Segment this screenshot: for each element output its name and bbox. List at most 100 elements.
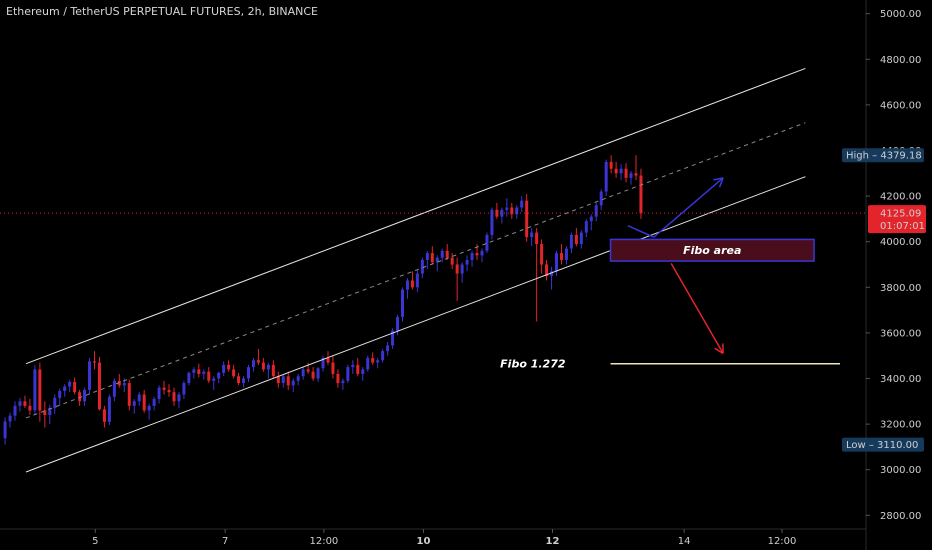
candle xyxy=(515,205,519,219)
time-tick-label: 12:00 xyxy=(768,536,797,547)
candle-body xyxy=(222,364,226,373)
candle-body xyxy=(410,280,414,288)
candle xyxy=(232,364,236,379)
candle xyxy=(579,230,583,249)
price-tick-label: 4000.00 xyxy=(880,237,921,248)
fibo-area-box[interactable] xyxy=(609,238,815,262)
candle-body xyxy=(177,394,181,402)
candle xyxy=(341,378,345,390)
candle-body xyxy=(614,168,618,174)
candle-body xyxy=(112,380,116,397)
candle xyxy=(450,253,454,270)
time-tick-label: 14 xyxy=(678,536,691,547)
candle xyxy=(281,373,285,388)
candle-body xyxy=(127,383,131,406)
time-tick-label: 12 xyxy=(546,536,560,547)
price-tick-label: 2800.00 xyxy=(880,511,921,522)
candle xyxy=(68,379,72,393)
candle xyxy=(237,372,241,386)
candle xyxy=(202,369,206,380)
candle-body xyxy=(505,207,509,210)
candle xyxy=(88,357,92,395)
candle-body xyxy=(296,376,300,381)
candle-body xyxy=(564,248,568,260)
candle-body xyxy=(490,209,494,235)
candle-body xyxy=(609,161,613,169)
candle-body xyxy=(271,364,275,377)
time-tick-label: 7 xyxy=(222,536,228,547)
candle xyxy=(28,399,32,415)
candle-body xyxy=(401,289,405,317)
candle xyxy=(48,404,52,425)
candle xyxy=(13,401,17,421)
candle xyxy=(8,412,12,428)
candle-body xyxy=(366,357,370,370)
candle xyxy=(321,355,325,372)
candle-body xyxy=(93,361,97,363)
candle xyxy=(410,271,414,290)
candle-body xyxy=(157,387,161,400)
candle xyxy=(540,239,544,274)
arrow-up[interactable] xyxy=(653,177,724,238)
candle xyxy=(639,168,643,219)
candle xyxy=(182,380,186,400)
candle xyxy=(112,378,116,402)
candle xyxy=(470,250,474,267)
candle-body xyxy=(237,376,241,384)
candle xyxy=(500,207,504,224)
candle xyxy=(440,248,444,263)
candle-body xyxy=(510,207,514,215)
candle-body xyxy=(8,415,12,422)
candle xyxy=(256,348,260,365)
candle-body xyxy=(540,243,544,265)
candle xyxy=(83,387,87,406)
candle xyxy=(43,401,47,428)
candle-body xyxy=(23,401,27,406)
candle xyxy=(152,396,156,411)
candle xyxy=(212,376,216,390)
candle-body xyxy=(102,409,106,422)
candle xyxy=(23,395,27,409)
fibo-area-label: Fibo area xyxy=(683,244,741,257)
candle xyxy=(594,202,598,222)
candle-body xyxy=(629,173,633,178)
candle xyxy=(73,377,77,395)
candle xyxy=(137,392,141,406)
candle-body xyxy=(18,401,22,406)
candle-body xyxy=(396,316,400,331)
candle-body xyxy=(475,253,479,256)
candle xyxy=(425,250,429,270)
low-badge: Low – 3110.00 xyxy=(842,437,924,452)
candle-body xyxy=(232,369,236,377)
candle xyxy=(430,246,434,265)
candle-body xyxy=(356,364,360,374)
candle-body xyxy=(3,421,7,439)
arrow-down[interactable] xyxy=(670,262,724,355)
channel-midline[interactable] xyxy=(25,122,806,419)
candle xyxy=(535,228,539,322)
candle-body xyxy=(142,394,146,411)
candle-body xyxy=(187,372,191,384)
candle xyxy=(162,380,166,395)
candle-body xyxy=(525,200,529,238)
candle xyxy=(386,342,390,356)
candle-body xyxy=(132,401,136,406)
candle xyxy=(242,376,246,388)
channel-upper-line[interactable] xyxy=(25,67,806,365)
time-axis[interactable]: 5 7 12:00 10 12 14 12:00 xyxy=(92,529,796,547)
candle xyxy=(271,360,275,379)
candle xyxy=(510,202,514,219)
candle xyxy=(351,360,355,374)
candle-body xyxy=(78,392,82,402)
candle-body xyxy=(515,207,519,215)
candle xyxy=(187,371,191,386)
candle-body xyxy=(559,253,563,260)
high-badge-text: High – 4379.18 xyxy=(846,151,922,162)
channel-lower-line[interactable] xyxy=(25,176,806,473)
candle xyxy=(435,255,439,272)
candle xyxy=(396,314,400,336)
candle-body xyxy=(460,264,464,274)
price-badges: High – 4379.18 Low – 3110.00 4125.0901:07:… xyxy=(842,148,926,452)
